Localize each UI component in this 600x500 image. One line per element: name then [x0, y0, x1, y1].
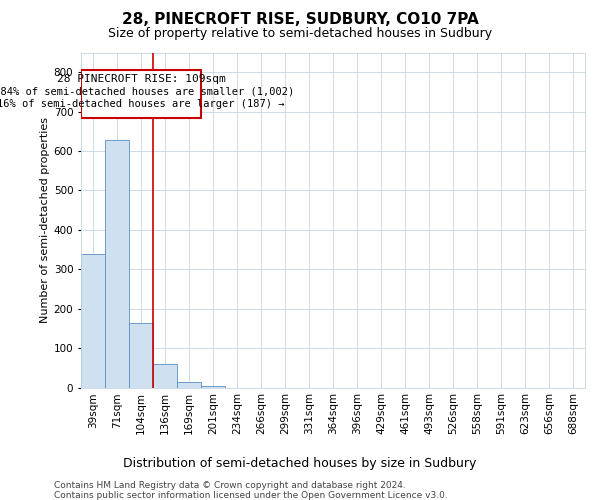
Bar: [105, 140, 129, 388]
Text: ← 84% of semi-detached houses are smaller (1,002): ← 84% of semi-detached houses are smalle…: [0, 86, 294, 96]
Bar: [201, 386, 225, 388]
FancyBboxPatch shape: [81, 70, 201, 117]
Bar: [153, 364, 177, 388]
Text: Distribution of semi-detached houses by size in Sudbury: Distribution of semi-detached houses by …: [124, 458, 476, 470]
Text: Contains public sector information licensed under the Open Government Licence v3: Contains public sector information licen…: [54, 491, 448, 500]
Text: Contains HM Land Registry data © Crown copyright and database right 2024.: Contains HM Land Registry data © Crown c…: [54, 481, 406, 490]
Text: 28 PINECROFT RISE: 109sqm: 28 PINECROFT RISE: 109sqm: [56, 74, 226, 84]
Y-axis label: Number of semi-detached properties: Number of semi-detached properties: [40, 117, 50, 323]
Bar: [129, 324, 153, 388]
Text: 16% of semi-detached houses are larger (187) →: 16% of semi-detached houses are larger (…: [0, 98, 285, 108]
Bar: [81, 254, 105, 388]
Text: Size of property relative to semi-detached houses in Sudbury: Size of property relative to semi-detach…: [108, 28, 492, 40]
Text: 28, PINECROFT RISE, SUDBURY, CO10 7PA: 28, PINECROFT RISE, SUDBURY, CO10 7PA: [122, 12, 478, 28]
Bar: [177, 382, 201, 388]
